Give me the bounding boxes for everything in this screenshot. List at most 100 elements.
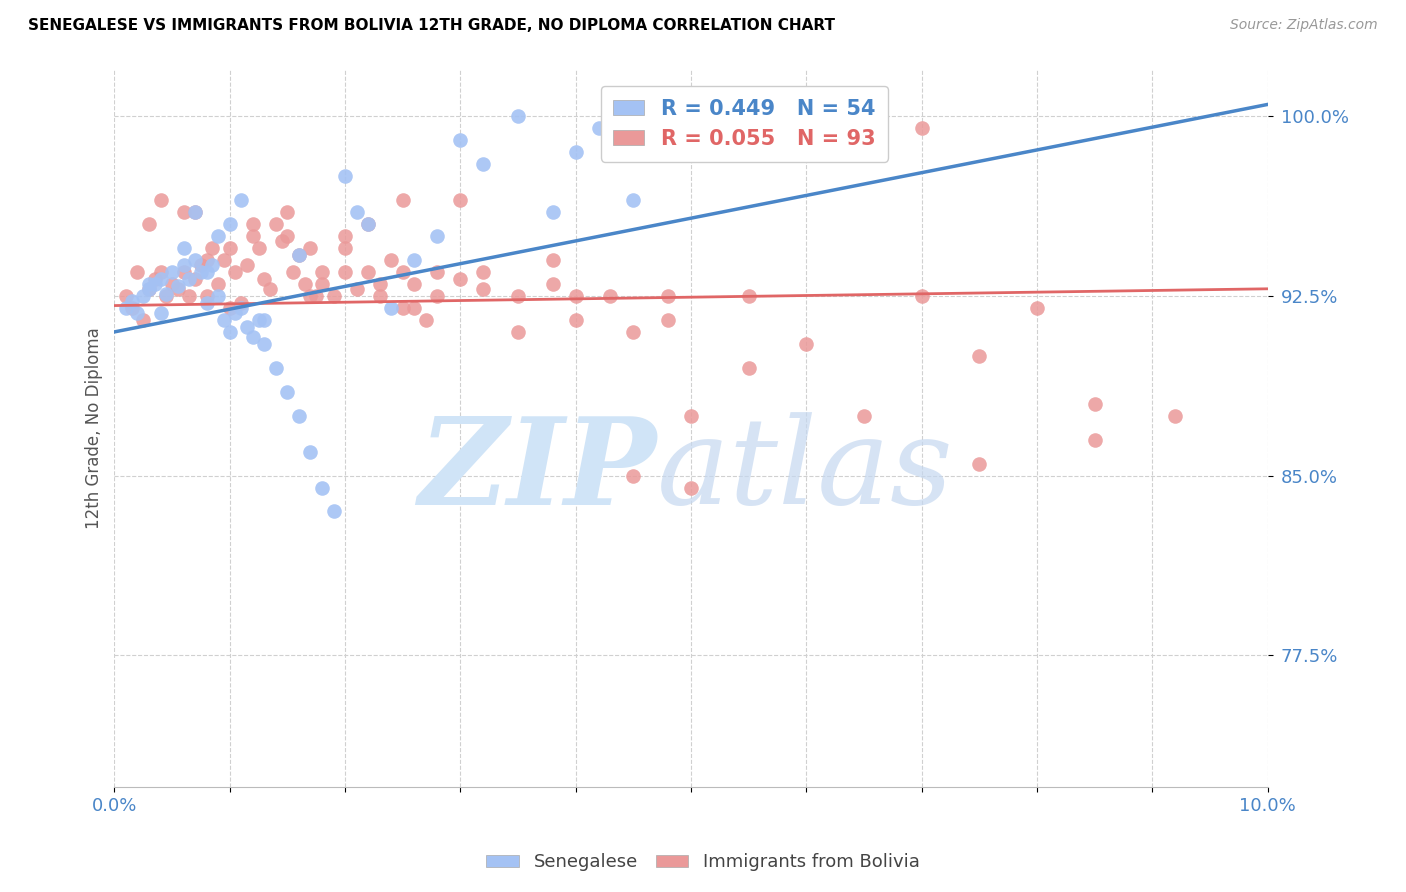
Point (138, 282, 160, 296)
Point (1026, 301, 1049, 315)
Point (179, 272, 201, 286)
Point (231, 301, 253, 315)
Point (969, 349, 991, 363)
Point (115, 301, 138, 315)
Point (276, 229, 298, 244)
Point (212, 313, 235, 327)
Point (380, 301, 402, 315)
Point (173, 241, 195, 255)
Point (224, 265, 246, 279)
Point (657, 313, 679, 327)
Point (224, 306, 246, 320)
Point (380, 253, 402, 268)
Point (190, 265, 212, 279)
Point (368, 289, 391, 303)
Point (160, 265, 183, 279)
Point (541, 205, 564, 219)
Point (322, 504, 344, 518)
Point (426, 229, 449, 244)
Point (404, 253, 426, 268)
Point (184, 253, 207, 268)
Point (242, 329, 264, 343)
Point (621, 325, 644, 339)
Point (276, 384, 298, 399)
Point (346, 282, 368, 296)
Point (132, 313, 155, 327)
Point (195, 289, 218, 303)
Point (506, 110, 529, 124)
Point (184, 272, 207, 286)
Point (969, 457, 991, 471)
Point (541, 277, 564, 291)
Y-axis label: 12th Grade, No Diploma: 12th Grade, No Diploma (86, 326, 103, 529)
Point (415, 313, 437, 327)
Point (138, 217, 160, 231)
Point (346, 205, 368, 219)
Point (391, 265, 413, 279)
Point (299, 289, 322, 303)
Point (564, 289, 586, 303)
Point (288, 409, 311, 423)
Point (679, 481, 702, 495)
Point (207, 289, 229, 303)
Point (207, 229, 229, 244)
Point (127, 306, 149, 320)
Point (1084, 397, 1107, 411)
Point (155, 286, 177, 301)
Point (853, 110, 876, 124)
Text: atlas: atlas (657, 412, 953, 530)
Point (115, 289, 138, 303)
Point (138, 277, 160, 291)
Point (449, 133, 471, 147)
Point (472, 282, 495, 296)
Point (143, 272, 166, 286)
Point (449, 272, 471, 286)
Point (621, 193, 644, 207)
Point (179, 289, 201, 303)
Point (184, 205, 207, 219)
Point (737, 360, 759, 375)
Point (311, 265, 333, 279)
Point (472, 265, 495, 279)
Point (357, 265, 380, 279)
Point (333, 229, 356, 244)
Point (333, 169, 356, 184)
Point (276, 205, 298, 219)
Point (149, 193, 172, 207)
Point (231, 193, 253, 207)
Point (449, 193, 471, 207)
Point (270, 234, 292, 248)
Point (333, 241, 356, 255)
Point (679, 409, 702, 423)
Point (305, 289, 328, 303)
Point (288, 248, 311, 262)
Point (121, 293, 143, 308)
Point (195, 265, 218, 279)
Point (173, 258, 195, 272)
Point (472, 157, 495, 171)
Point (184, 205, 207, 219)
Point (264, 360, 287, 375)
Point (121, 301, 143, 315)
Point (155, 289, 177, 303)
Point (143, 277, 166, 291)
Point (426, 289, 449, 303)
Point (218, 325, 240, 339)
Point (311, 277, 333, 291)
Point (391, 301, 413, 315)
Point (207, 277, 229, 291)
Point (283, 265, 305, 279)
Point (218, 301, 240, 315)
Point (404, 277, 426, 291)
Point (166, 279, 188, 293)
Point (218, 217, 240, 231)
Point (195, 296, 218, 310)
Point (357, 217, 380, 231)
Point (657, 289, 679, 303)
Point (294, 277, 316, 291)
Point (1084, 433, 1107, 447)
Point (231, 296, 253, 310)
Point (242, 229, 264, 244)
Point (426, 265, 449, 279)
Point (212, 253, 235, 268)
